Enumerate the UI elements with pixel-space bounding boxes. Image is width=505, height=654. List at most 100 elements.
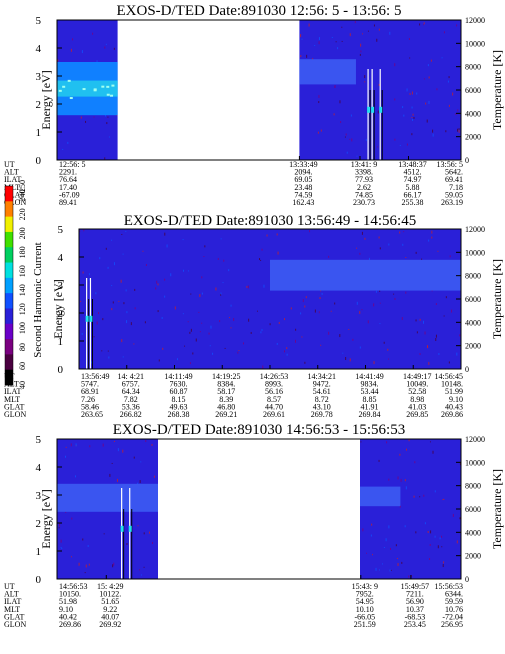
noise-speck (383, 547, 385, 549)
y2-tick-label: 0 (465, 156, 469, 165)
noise-speck (113, 440, 115, 442)
noise-speck (362, 528, 364, 532)
noise-speck (328, 331, 330, 335)
noise-speck (403, 114, 405, 117)
noise-speck (399, 453, 401, 456)
noise-speck (111, 308, 113, 311)
ion-band (360, 486, 401, 507)
noise-speck (427, 345, 429, 348)
noise-speck (396, 558, 398, 560)
noise-speck (404, 479, 406, 482)
noise-speck (389, 547, 391, 550)
noise-speck (423, 320, 425, 324)
orbit-value: 51.99 (445, 387, 463, 396)
noise-speck (95, 292, 97, 295)
noise-speck (60, 546, 62, 548)
noise-speck (93, 116, 95, 118)
noise-speck (449, 255, 451, 258)
orbit-value: 58.17 (217, 387, 235, 396)
noise-speck (359, 53, 361, 56)
orbit-value: 14:19:25 (212, 372, 240, 381)
noise-speck (394, 63, 396, 67)
noise-speck (166, 244, 168, 248)
noise-speck (139, 480, 141, 484)
noise-speck (108, 356, 110, 359)
noise-speck (447, 80, 449, 83)
orbit-value: 15: 4:29 (97, 582, 123, 591)
noise-speck (161, 317, 163, 320)
noise-speck (368, 257, 370, 261)
orbit-value: 51.98 (59, 597, 77, 606)
orbit-value: 7.26 (81, 395, 95, 404)
noise-speck (162, 347, 164, 350)
colorbar-segment (5, 262, 13, 279)
noise-speck (301, 38, 303, 40)
data-segment (79, 229, 461, 369)
noise-speck (82, 271, 84, 274)
noise-speck (388, 243, 390, 246)
noise-speck (96, 60, 98, 63)
noise-speck (335, 41, 337, 43)
orbit-value: 8.15 (172, 395, 186, 404)
orbit-value: 44.70 (265, 402, 283, 411)
noise-speck (238, 350, 240, 352)
noise-speck (79, 230, 81, 232)
noise-speck (59, 523, 61, 527)
noise-speck (137, 482, 139, 485)
noise-speck (256, 310, 258, 312)
noise-speck (370, 534, 372, 537)
noise-speck (116, 478, 118, 482)
orbit-value: 14:41:49 (355, 372, 383, 381)
noise-speck (360, 441, 362, 443)
noise-speck (423, 78, 425, 80)
y2-tick-label: 4000 (465, 528, 481, 537)
noise-speck (143, 532, 145, 535)
orbit-value: 69.41 (445, 175, 463, 184)
orbit-value: 14:34:21 (308, 372, 336, 381)
orbit-value: 13:56: 5 (437, 160, 463, 169)
colorbar-segment (5, 201, 13, 218)
noise-speck (318, 41, 320, 45)
noise-speck (385, 538, 387, 542)
orbit-value: 23.48 (294, 183, 312, 192)
colorbar-segment (5, 186, 13, 202)
orbit-value: 10049. (406, 380, 428, 389)
noise-speck (111, 285, 113, 287)
noise-speck (286, 347, 288, 350)
noise-speck (118, 300, 120, 302)
noise-speck (112, 564, 114, 568)
ion-band (299, 59, 356, 85)
orbit-row-label: GLAT (4, 402, 25, 411)
noise-speck (259, 258, 261, 261)
noise-speck (349, 33, 351, 37)
noise-speck (85, 564, 87, 568)
panel-title: EXOS-D/TED Date:891030 13:56:49 - 14:56:… (124, 213, 416, 229)
colorbar-tick-label: 40 (18, 381, 27, 389)
orbit-value: 54.61 (313, 387, 331, 396)
noise-speck (247, 285, 249, 289)
orbit-value: 14: 4:21 (118, 372, 144, 381)
y2-tick-label: 12000 (465, 435, 485, 444)
noise-speck (406, 448, 408, 451)
noise-speck (314, 45, 316, 47)
colorbar-tick-label: 180 (18, 246, 27, 258)
noise-speck (156, 280, 158, 284)
noise-speck (70, 48, 72, 52)
noise-speck (397, 476, 399, 480)
orbit-value: 66.17 (403, 190, 421, 199)
orbit-row-label: GLON (4, 620, 26, 629)
noise-speck (260, 259, 262, 261)
noise-speck (222, 282, 224, 284)
orbit-value: 10122. (99, 590, 121, 599)
orbit-value: 13:48:37 (398, 160, 426, 169)
noise-speck (290, 307, 292, 310)
noise-speck (134, 307, 136, 310)
noise-speck (228, 269, 230, 272)
noise-speck (199, 331, 201, 333)
noise-speck (367, 320, 369, 324)
y2-tick-label: 6000 (465, 295, 481, 304)
noise-speck (405, 256, 407, 258)
noise-speck (423, 494, 425, 497)
noise-speck (278, 321, 280, 324)
